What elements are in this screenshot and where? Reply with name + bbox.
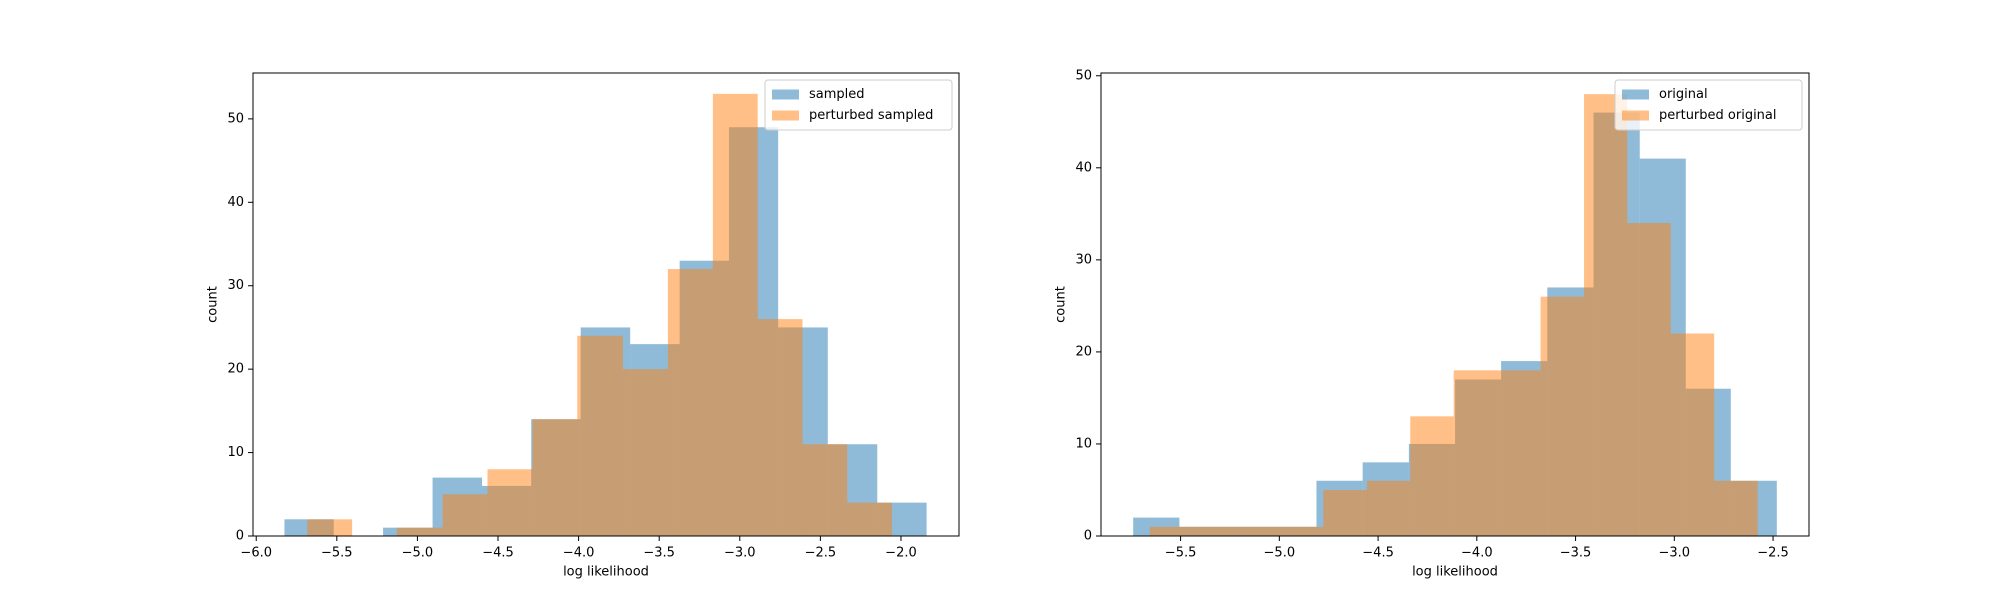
y-tick-label: 30 — [227, 278, 244, 293]
hist-bar — [1584, 94, 1628, 537]
hist-bar — [802, 444, 848, 536]
x-tick-label: −4.0 — [563, 546, 595, 561]
plot-area — [1133, 94, 1777, 537]
legend-swatch — [772, 89, 799, 100]
y-tick-label: 0 — [1084, 529, 1092, 544]
y-tick-label: 0 — [236, 529, 244, 544]
x-tick-label: −4.5 — [482, 546, 514, 561]
legend-label: sampled — [809, 87, 865, 102]
y-tick-label: 40 — [1075, 160, 1092, 175]
hist-bar — [1410, 416, 1454, 536]
hist-bar — [577, 335, 623, 536]
y-tick-label: 10 — [227, 445, 244, 460]
hist-bar — [1627, 223, 1671, 536]
legend-box — [764, 79, 953, 131]
hist-bar — [1280, 526, 1324, 536]
x-tick-label: −3.0 — [724, 546, 756, 561]
legend-swatch — [1622, 110, 1649, 121]
y-tick-label: 40 — [227, 195, 244, 210]
hist-bar — [1367, 480, 1411, 536]
hist-bar — [1193, 526, 1237, 536]
x-tick-label: −6.0 — [240, 546, 272, 561]
x-tick-label: −5.0 — [1264, 546, 1296, 561]
hist-bar — [1714, 480, 1758, 536]
x-tick-label: −3.5 — [1560, 546, 1592, 561]
hist-bar — [757, 319, 803, 536]
x-tick-label: −2.5 — [1757, 546, 1789, 561]
x-axis-label: log likelihood — [1412, 565, 1498, 580]
x-tick-label: −5.0 — [402, 546, 434, 561]
hist-bar — [487, 469, 533, 536]
y-tick-label: 50 — [227, 111, 244, 126]
legend-label: perturbed original — [1659, 108, 1777, 123]
x-tick-label: −3.0 — [1659, 546, 1691, 561]
hist-bar — [1236, 526, 1281, 536]
legend-label: original — [1659, 87, 1708, 102]
hist-bar — [1497, 370, 1541, 536]
x-tick-label: −4.5 — [1362, 546, 1394, 561]
hist-bar — [307, 519, 353, 536]
legend-swatch — [772, 110, 799, 121]
y-tick-label: 50 — [1075, 68, 1092, 83]
y-tick-label: 10 — [1075, 436, 1092, 451]
x-axis-label: log likelihood — [563, 565, 649, 580]
hist-bar — [1670, 333, 1715, 536]
legend: original perturbed original — [1614, 79, 1803, 131]
hist-bar — [847, 502, 892, 536]
legend-box — [1614, 79, 1803, 131]
hist-bar — [442, 494, 488, 536]
y-tick-label: 20 — [1075, 344, 1092, 359]
hist-bar — [1453, 370, 1498, 536]
plot-area — [284, 93, 927, 537]
legend: sampled perturbed sampled — [764, 79, 953, 131]
legend-label: perturbed sampled — [809, 108, 933, 123]
y-tick-label: 20 — [227, 362, 244, 377]
y-tick-label: 30 — [1075, 252, 1092, 267]
x-tick-label: −2.0 — [885, 546, 917, 561]
hist-bar — [396, 527, 443, 536]
legend-swatch — [1622, 89, 1649, 100]
hist-bar — [1540, 296, 1585, 536]
hist-bar — [667, 269, 713, 536]
hist-bar — [1149, 526, 1194, 536]
x-tick-label: −5.5 — [321, 546, 353, 561]
hist-bar — [1323, 489, 1368, 536]
y-axis-label: count — [206, 286, 221, 323]
x-tick-label: −4.0 — [1461, 546, 1493, 561]
x-tick-label: −2.5 — [805, 546, 837, 561]
hist-bar — [712, 93, 758, 536]
hist-bar — [532, 419, 578, 536]
x-tick-label: −3.5 — [643, 546, 675, 561]
axes-frame — [1100, 72, 1810, 537]
y-axis-label: count — [1054, 286, 1069, 323]
axes-frame — [252, 72, 960, 537]
hist-bar — [622, 369, 668, 536]
x-tick-label: −5.5 — [1165, 546, 1197, 561]
